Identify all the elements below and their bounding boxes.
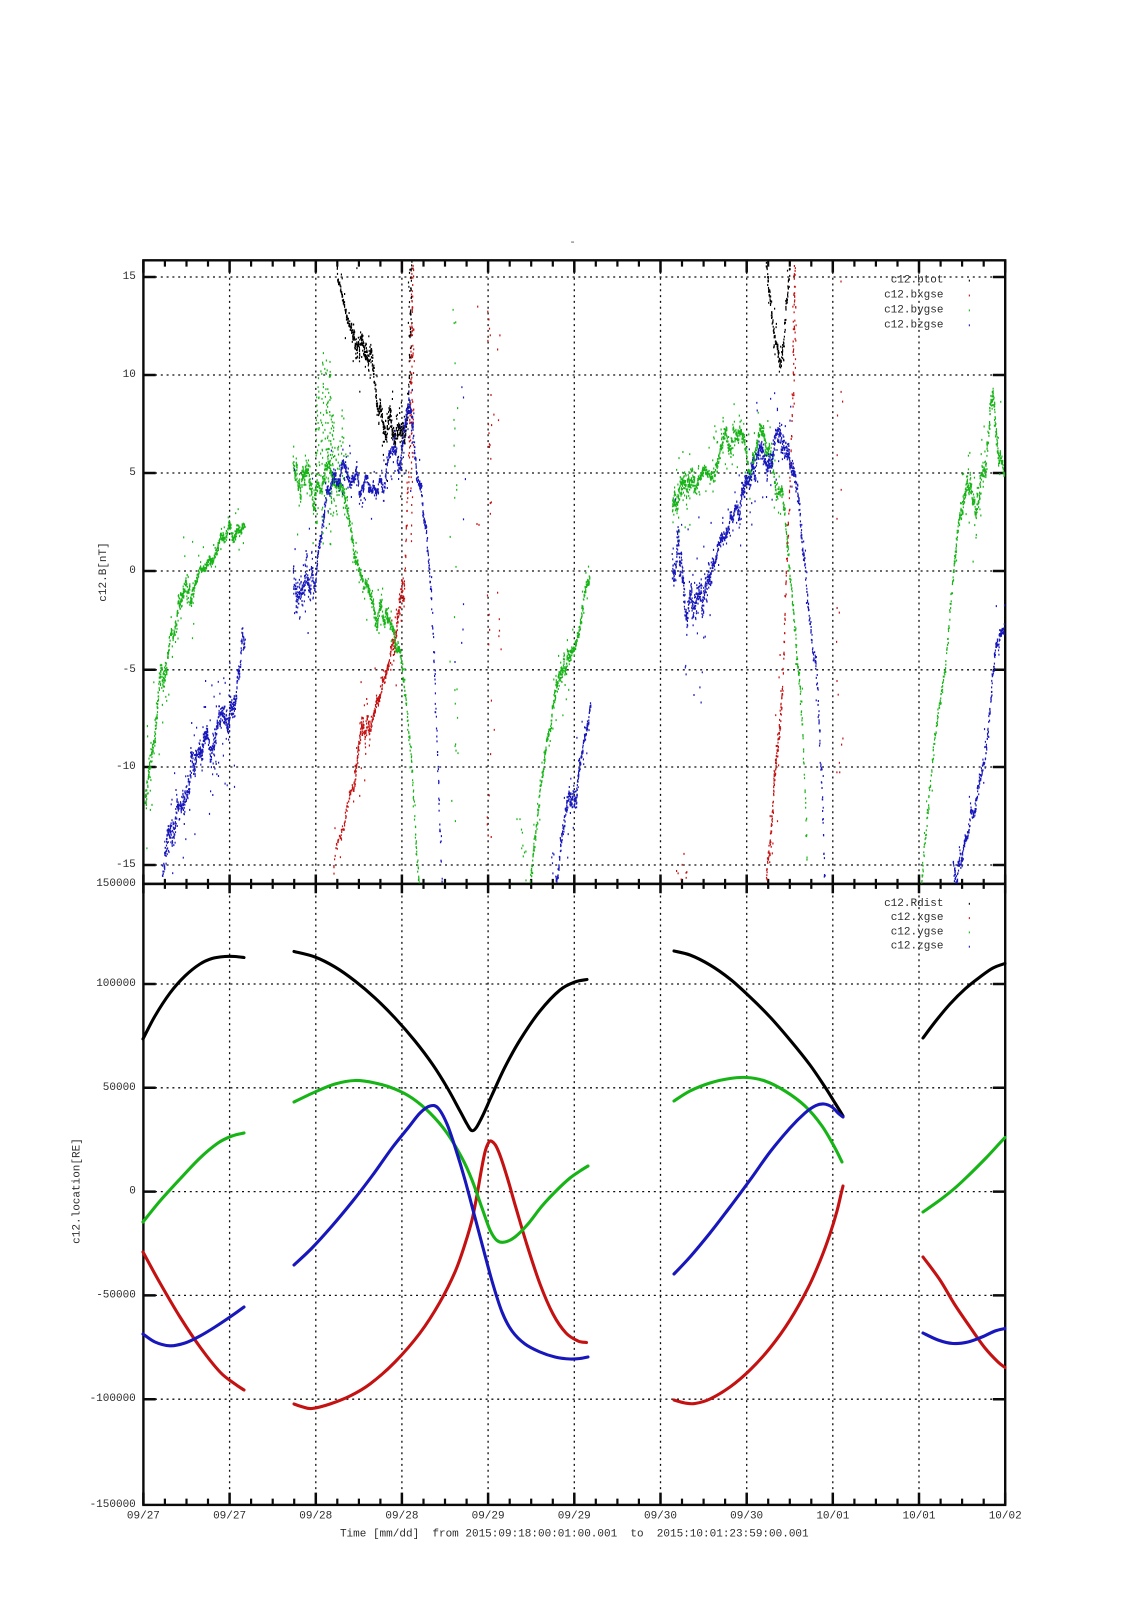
svg-text:c12.zgse: c12.zgse [891,941,944,953]
svg-text:10/01: 10/01 [816,1511,849,1523]
svg-text:150000: 150000 [96,878,136,890]
svg-text:c12.btot: c12.btot [891,275,944,287]
svg-text:-10: -10 [116,761,136,773]
svg-text:09/30: 09/30 [644,1511,677,1523]
svg-text:c12.B[nT]: c12.B[nT] [98,542,110,601]
svg-text:100000: 100000 [96,978,136,990]
svg-text:-15: -15 [116,859,136,871]
svg-text:c12.ygse: c12.ygse [891,926,944,938]
svg-text:09/28: 09/28 [385,1511,418,1523]
svg-text:09/28: 09/28 [299,1511,332,1523]
svg-text:c12.location[RE]: c12.location[RE] [72,1138,84,1244]
svg-text:-150000: -150000 [90,1499,136,1511]
svg-text:c12.bxgse: c12.bxgse [884,290,943,302]
svg-text:09/29: 09/29 [472,1511,505,1523]
svg-text:10: 10 [123,369,136,381]
svg-text:09/30: 09/30 [730,1511,763,1523]
svg-text:-50000: -50000 [96,1289,136,1301]
svg-text:-5: -5 [123,664,136,676]
svg-text:-: - [569,237,576,249]
svg-text:c12.xgse: c12.xgse [891,912,944,924]
svg-text:15: 15 [123,271,136,283]
svg-text:10/01: 10/01 [903,1511,936,1523]
svg-text:c12.bzgse: c12.bzgse [884,319,943,331]
svg-text:0: 0 [129,565,136,577]
svg-text:09/27: 09/27 [213,1511,246,1523]
svg-text:09/27: 09/27 [127,1511,160,1523]
svg-text:09/29: 09/29 [558,1511,591,1523]
svg-text:0: 0 [129,1186,136,1198]
svg-text:50000: 50000 [103,1082,136,1094]
svg-text:10/02: 10/02 [989,1511,1022,1523]
svg-text:c12.Rdist: c12.Rdist [884,898,943,910]
svg-text:5: 5 [129,467,136,479]
svg-text:-100000: -100000 [90,1393,136,1405]
svg-text:c12.bygse: c12.bygse [884,304,943,316]
svg-text:Time [mm/dd] from 2015:09:18:: Time [mm/dd] from 2015:09:18:00:01:00.00… [340,1529,809,1541]
